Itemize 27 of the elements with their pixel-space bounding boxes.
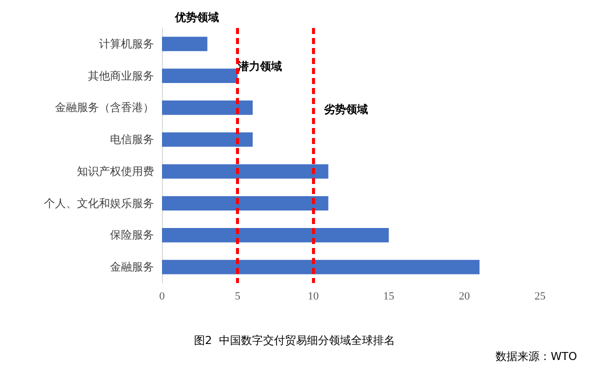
x-tick-label: 5 <box>234 290 241 302</box>
y-tick-label: 电信服务 <box>110 133 154 146</box>
bar <box>162 196 328 210</box>
text: 优势领域 <box>174 11 219 24</box>
y-tick-label: 知识产权使用费 <box>77 164 154 178</box>
text: 图2 中国数字交付贸易细分领域全球排名 <box>194 334 395 347</box>
bar <box>162 164 328 179</box>
bar <box>162 36 208 52</box>
bar <box>162 228 389 242</box>
x-tick-label: 20 <box>458 290 470 302</box>
y-tick-label: 金融服务 <box>110 260 154 274</box>
bar <box>162 132 253 147</box>
y-tick-label: 保险服务 <box>110 228 154 242</box>
bar <box>162 68 238 83</box>
y-tick-label: 个人、文化和娱乐服务 <box>44 196 154 210</box>
y-tick-label: 金融服务（含香港） <box>55 101 154 114</box>
bar <box>162 100 253 115</box>
source-note: 数据来源：WTO <box>496 350 578 363</box>
y-tick-label: 计算机服务 <box>99 37 154 50</box>
x-tick-label: 10 <box>308 290 320 302</box>
bar <box>162 260 480 274</box>
y-tick-label: 其他商业服务 <box>88 69 154 82</box>
annotation: 劣势领域 <box>323 103 368 116</box>
x-tick-label: 25 <box>534 290 546 302</box>
annotation: 潜力领域 <box>237 60 282 73</box>
x-tick-label: 15 <box>383 290 395 302</box>
x-tick-label: 0 <box>159 290 166 302</box>
